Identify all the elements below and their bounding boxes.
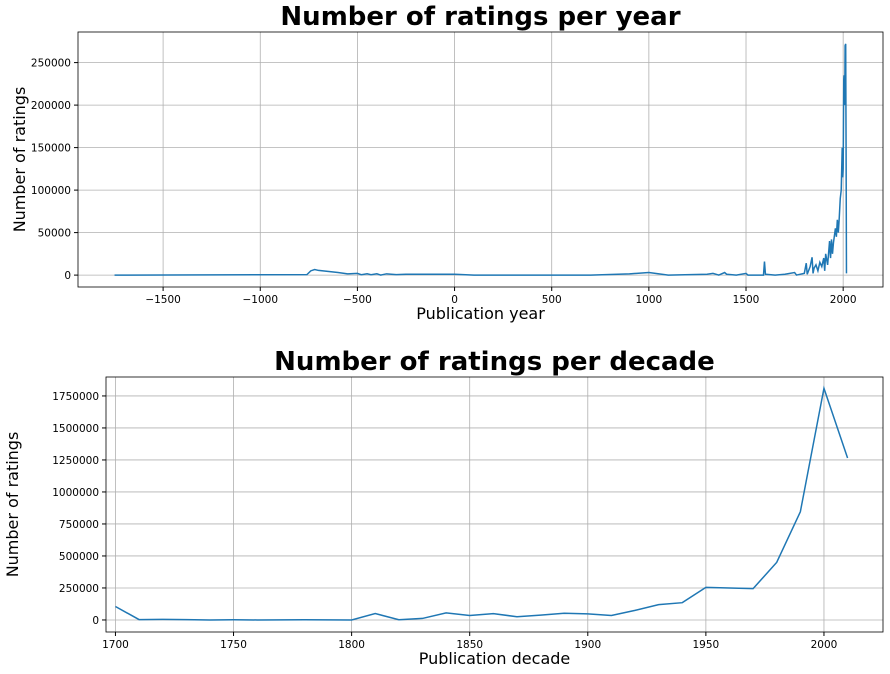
x-tick-label: −1500 [145, 294, 181, 306]
x-tick-label: −1000 [242, 294, 278, 306]
data-line [114, 43, 848, 276]
plot-frame [105, 376, 884, 633]
y-tick-label: 50000 [38, 228, 71, 240]
y-tick-label: 1750000 [52, 391, 99, 403]
chart-title: Number of ratings per year [280, 2, 680, 32]
y-tick-label: 0 [92, 615, 99, 627]
x-tick-label: 2000 [811, 639, 838, 651]
plot-frame [77, 31, 884, 288]
y-tick-label: 150000 [31, 143, 71, 155]
x-tick-label: 1800 [338, 639, 365, 651]
y-tick-label: 100000 [31, 185, 71, 197]
x-tick-label: 500 [542, 294, 562, 306]
x-tick-label: 1950 [693, 639, 720, 651]
y-tick-label: 250000 [59, 583, 99, 595]
y-tick-label: 1500000 [52, 423, 99, 435]
y-tick-label: 500000 [59, 551, 99, 563]
x-tick-label: 1850 [456, 639, 483, 651]
x-tick-label: 1700 [102, 639, 129, 651]
x-tick-label: 1000 [635, 294, 662, 306]
y-tick-label: 200000 [31, 100, 71, 112]
x-axis-label: Publication year [416, 304, 545, 323]
x-tick-label: 0 [451, 294, 458, 306]
y-tick-label: 1250000 [52, 455, 99, 467]
x-axis-label: Publication decade [419, 649, 571, 668]
y-tick-label: 750000 [59, 519, 99, 531]
x-tick-label: 1500 [733, 294, 760, 306]
y-axis-label: Number of ratings [10, 87, 29, 233]
x-tick-label: 2000 [830, 294, 857, 306]
y-tick-label: 250000 [31, 58, 71, 70]
y-tick-label: 1000000 [52, 487, 99, 499]
y-axis-label: Number of ratings [3, 432, 22, 578]
y-tick-label: 0 [64, 270, 71, 282]
x-tick-label: 1900 [574, 639, 601, 651]
data-line [115, 385, 849, 621]
x-tick-label: −500 [343, 294, 372, 306]
x-tick-label: 1750 [220, 639, 247, 651]
chart-title: Number of ratings per decade [274, 347, 715, 377]
